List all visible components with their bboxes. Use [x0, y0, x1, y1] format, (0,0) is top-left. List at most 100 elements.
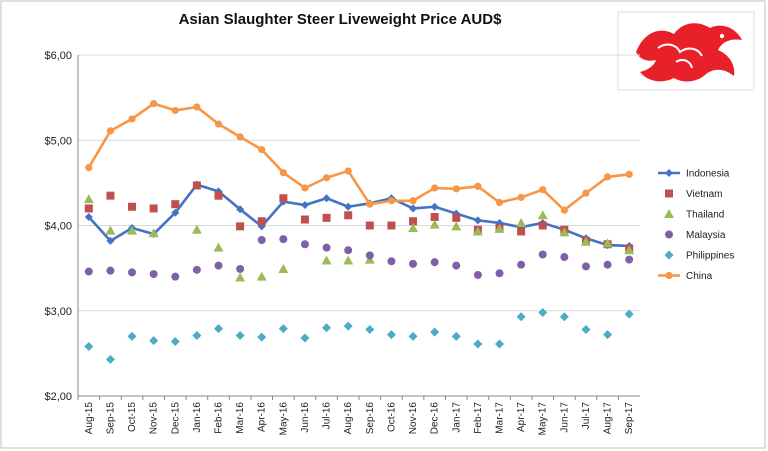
- data-point: [257, 332, 267, 342]
- data-point: [127, 225, 138, 235]
- data-point: [625, 170, 633, 178]
- legend-marker: [665, 189, 673, 198]
- data-point: [539, 186, 547, 194]
- data-point: [408, 223, 419, 233]
- legend-label: Philippines: [686, 251, 734, 262]
- data-point: [192, 330, 202, 340]
- legend-label: Vietnam: [686, 189, 723, 200]
- data-point: [214, 261, 223, 270]
- data-point: [235, 330, 245, 340]
- x-tick-label: May-16: [278, 402, 289, 436]
- data-point: [192, 265, 201, 274]
- chart-title: Asian Slaughter Steer Liveweight Price A…: [179, 11, 503, 28]
- data-point: [559, 312, 569, 322]
- data-point: [366, 200, 374, 208]
- legend-marker: [665, 271, 673, 280]
- data-point: [343, 321, 353, 331]
- data-point: [300, 240, 309, 249]
- data-point: [473, 216, 482, 225]
- series-thailand: [83, 194, 635, 282]
- data-point: [429, 219, 440, 229]
- data-point: [256, 271, 267, 281]
- data-point: [300, 333, 310, 343]
- data-point: [473, 339, 483, 349]
- data-point: [171, 200, 180, 209]
- data-point: [517, 227, 526, 236]
- x-tick-label: Jul-17: [581, 402, 592, 430]
- data-point: [257, 235, 266, 244]
- data-point: [171, 106, 179, 115]
- data-point: [236, 133, 244, 141]
- legend-item-thailand: Thailand: [664, 209, 724, 221]
- data-point: [344, 202, 353, 211]
- data-point: [322, 213, 331, 222]
- data-point: [84, 342, 94, 352]
- data-point: [193, 103, 201, 111]
- data-point: [560, 206, 568, 214]
- data-point: [472, 226, 483, 236]
- data-point: [235, 272, 246, 282]
- x-tick-label: Dec-15: [170, 402, 181, 435]
- data-point: [409, 217, 418, 226]
- data-point: [387, 197, 396, 205]
- data-point: [582, 189, 590, 197]
- data-point: [170, 336, 180, 346]
- data-point: [603, 173, 612, 181]
- data-point: [128, 202, 137, 211]
- data-point: [408, 331, 418, 341]
- x-tick-label: Aug-16: [343, 402, 354, 435]
- data-point: [322, 194, 331, 203]
- data-point: [278, 263, 289, 273]
- x-tick-label: Apr-17: [516, 402, 527, 432]
- x-tick-label: May-17: [538, 402, 549, 436]
- data-point: [603, 260, 612, 269]
- x-tick-label: Jun-16: [300, 402, 311, 433]
- x-tick-label: Dec-16: [430, 402, 441, 435]
- data-point: [451, 331, 461, 341]
- gridlines: [77, 54, 640, 397]
- data-point: [430, 212, 439, 221]
- data-point: [257, 217, 266, 226]
- plot-area: [83, 99, 635, 364]
- data-point: [278, 324, 288, 334]
- data-point: [344, 246, 353, 255]
- data-point: [603, 330, 613, 340]
- data-point: [279, 194, 288, 203]
- data-point: [171, 208, 180, 217]
- data-point: [365, 325, 375, 335]
- data-point: [538, 250, 547, 259]
- data-point: [495, 269, 504, 278]
- data-point: [581, 262, 590, 271]
- data-point: [236, 205, 245, 214]
- x-tick-label: Jan-17: [451, 402, 462, 433]
- legend-label: China: [686, 271, 713, 282]
- legend-item-vietnam: Vietnam: [665, 189, 723, 200]
- x-tick-label: Sep-17: [624, 402, 635, 435]
- data-point: [148, 228, 159, 238]
- data-point: [279, 169, 287, 177]
- legend-item-malaysia: Malaysia: [665, 230, 726, 241]
- legend-marker: [665, 169, 673, 177]
- data-point: [322, 323, 332, 333]
- red-dragon-icon: [617, 11, 755, 91]
- data-point: [452, 261, 461, 270]
- legend-label: Indonesia: [686, 169, 730, 180]
- data-point: [560, 253, 569, 262]
- data-point: [430, 327, 440, 337]
- data-point: [85, 163, 93, 172]
- x-tick-label: Aug-17: [603, 402, 614, 435]
- data-point: [105, 225, 116, 235]
- data-point: [538, 221, 547, 230]
- data-point: [474, 182, 482, 190]
- data-point: [300, 201, 309, 210]
- data-point: [517, 193, 525, 201]
- data-point: [365, 221, 374, 230]
- x-tick-label: Jul-16: [322, 402, 333, 430]
- data-point: [300, 215, 309, 224]
- legend-item-philippines: Philippines: [664, 250, 734, 262]
- data-point: [106, 266, 115, 275]
- x-tick-label: Mar-17: [495, 402, 506, 434]
- legend: Indonesia Vietnam Thailand Malaysia Philippi…: [658, 169, 734, 282]
- x-tick-label: Oct-15: [127, 402, 138, 432]
